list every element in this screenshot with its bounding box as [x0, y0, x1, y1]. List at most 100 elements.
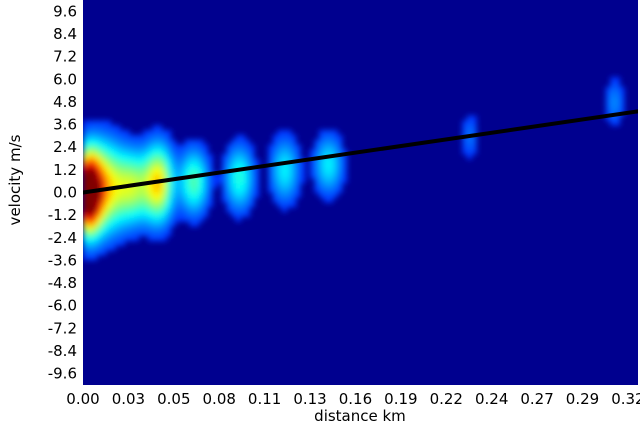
heatmap-cell [96, 158, 103, 165]
heatmap-cell [291, 149, 297, 155]
heatmap-cell [92, 202, 98, 208]
heatmap-cell [194, 163, 200, 170]
heatmap-cell [152, 125, 158, 131]
heatmap-cell [166, 182, 172, 189]
heatmap-cell [194, 192, 200, 198]
heatmap-cell [272, 154, 278, 160]
heatmap-cell [115, 168, 121, 174]
heatmap-cell [235, 154, 241, 160]
heatmap-cell [175, 192, 181, 198]
heatmap-cell [143, 168, 149, 174]
heatmap-cell [240, 154, 246, 160]
heatmap-cell [328, 129, 334, 136]
heatmap-cell [147, 197, 153, 203]
heatmap-cell [619, 105, 625, 112]
y-tick-label: 9.6 [53, 2, 77, 20]
heatmap-cell [291, 173, 297, 179]
heatmap-cell [221, 192, 227, 198]
heatmap-cell [466, 144, 473, 150]
y-tick-label: -2.4 [48, 229, 77, 247]
heatmap-cell [106, 173, 112, 179]
heatmap-cell [235, 182, 241, 189]
heatmap-cell [87, 250, 93, 256]
heatmap-cell [96, 182, 103, 189]
heatmap-cell [610, 86, 616, 93]
heatmap-cell [106, 235, 112, 242]
heatmap-cell [180, 182, 186, 189]
heatmap-cell [170, 173, 177, 179]
heatmap-cell [129, 178, 135, 184]
heatmap-cell [120, 192, 126, 198]
heatmap-cell [221, 154, 227, 160]
heatmap-cell [138, 231, 144, 237]
heatmap-cell [180, 206, 186, 213]
heatmap-cell [143, 226, 149, 232]
heatmap-cell [291, 139, 297, 145]
heatmap-cell [124, 221, 130, 227]
heatmap-cell [189, 178, 195, 184]
heatmap-cell [96, 221, 103, 227]
heatmap-cell [143, 197, 149, 203]
heatmap-cell [129, 187, 135, 194]
heatmap-cell [342, 154, 348, 160]
heatmap-cell [124, 202, 130, 208]
heatmap-cell [189, 197, 195, 203]
heatmap-cell [106, 211, 112, 218]
heatmap-cell [217, 173, 223, 179]
x-tick-label: 0.24 [475, 390, 508, 408]
heatmap-cell [147, 206, 153, 213]
heatmap-cell [189, 202, 195, 208]
heatmap-cell [115, 125, 121, 131]
heatmap-cell [240, 202, 246, 208]
heatmap-cell [231, 163, 237, 170]
fit-line [83, 109, 638, 195]
heatmap-cell [129, 154, 135, 160]
heatmap-cell [249, 149, 255, 155]
heatmap-cell [92, 226, 98, 232]
heatmap-cell [268, 187, 274, 194]
heatmap-cell [120, 235, 126, 242]
heatmap-cell [161, 158, 167, 165]
heatmap-cell [328, 173, 334, 179]
heatmap-cell [189, 144, 195, 150]
heatmap-cell [120, 226, 126, 232]
heatmap-cell [87, 231, 93, 237]
heatmap-cell [87, 211, 93, 218]
heatmap-cell [83, 120, 89, 126]
heatmap-cell [161, 202, 167, 208]
heatmap-cell [83, 206, 89, 213]
heatmap-cell [83, 163, 89, 170]
heatmap-cell [244, 178, 251, 184]
heatmap-cell [138, 168, 144, 174]
heatmap-cell [92, 235, 98, 242]
heatmap-cell [189, 192, 195, 198]
heatmap-cell [471, 115, 477, 121]
heatmap-cell [96, 240, 103, 247]
heatmap-cell [124, 158, 130, 165]
heatmap-cell [337, 149, 343, 155]
heatmap-cell [332, 173, 338, 179]
heatmap-cell [92, 245, 98, 251]
heatmap-cell [157, 163, 163, 170]
heatmap-cell [152, 173, 158, 179]
heatmap-cell [143, 182, 149, 189]
heatmap-cell [92, 206, 98, 213]
heatmap-cell [101, 134, 107, 141]
heatmap-cell [281, 149, 288, 155]
heatmap-cell [318, 173, 325, 179]
heatmap-cell [124, 226, 130, 232]
heatmap-cell [291, 134, 297, 141]
heatmap-cell [152, 182, 158, 189]
heatmap-cell [101, 129, 107, 136]
heatmap-cell [203, 206, 209, 213]
heatmap-cell [124, 192, 130, 198]
heatmap-cell [170, 149, 177, 155]
heatmap-cell [147, 211, 153, 218]
heatmap-cell [138, 144, 144, 150]
heatmap-cell [101, 235, 107, 242]
heatmap-cell [161, 197, 167, 203]
heatmap-cell [101, 144, 107, 150]
heatmap-cell [207, 182, 214, 189]
heatmap-cell [143, 139, 149, 145]
heatmap-cell [129, 163, 135, 170]
